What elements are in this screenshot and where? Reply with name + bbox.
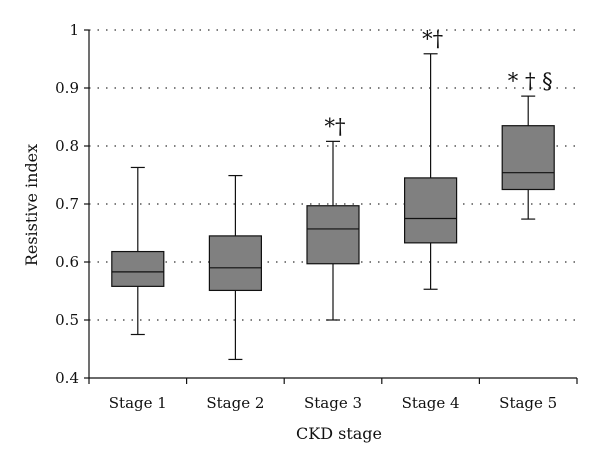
box-stage-4 [404, 53, 458, 290]
y-tick-label: 0.8 [55, 137, 79, 155]
x-tick-label: Stage 4 [402, 394, 460, 412]
x-axis-title: CKD stage [296, 424, 382, 443]
iqr-box [306, 205, 360, 265]
box-stage-2 [208, 174, 262, 361]
y-tick-label: 0.7 [55, 195, 79, 213]
x-tick-label: Stage 5 [499, 394, 557, 412]
iqr-box [501, 125, 555, 191]
significance-annotation: * † § [508, 69, 553, 93]
box-stage-1 [111, 166, 165, 336]
axis-layer [84, 29, 578, 384]
x-tick-label: Stage 1 [109, 394, 167, 412]
box-stage-3 [306, 140, 360, 321]
x-tick-label: Stage 2 [206, 394, 264, 412]
box-layer [111, 53, 555, 361]
iqr-box [208, 235, 262, 292]
y-tick-label: 0.6 [55, 253, 79, 271]
iqr-box [111, 250, 165, 287]
box-stage-5 [501, 95, 555, 220]
significance-annotation: *† [325, 114, 346, 138]
y-tick-label: 0.5 [55, 311, 79, 329]
y-tick-label: 0.9 [55, 79, 79, 97]
y-axis-title: Resistive index [22, 144, 41, 266]
iqr-box [404, 177, 458, 244]
x-tick-label: Stage 3 [304, 394, 362, 412]
y-tick-label: 1 [69, 21, 79, 39]
significance-annotation: *† [422, 27, 443, 51]
y-tick-label: 0.4 [55, 369, 79, 387]
label-layer: 0.4 0.5 0.6 0.7 0.8 0.9 1 Stage 1 Stage 2 Stage 3… [55, 21, 557, 412]
